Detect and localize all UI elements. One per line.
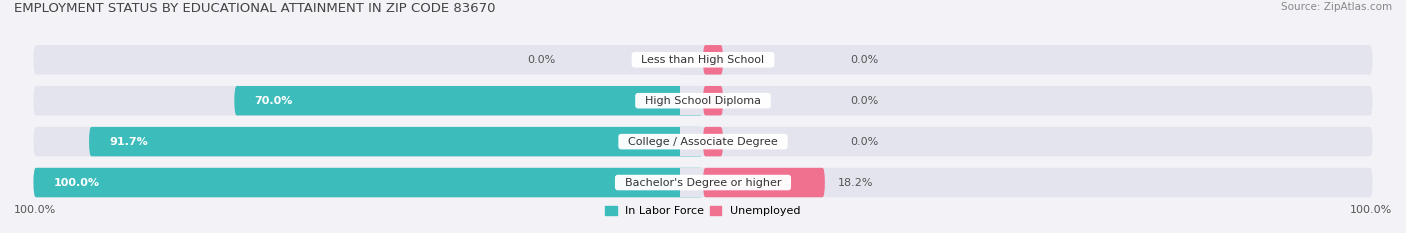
FancyBboxPatch shape <box>679 127 703 156</box>
FancyBboxPatch shape <box>679 86 703 115</box>
FancyBboxPatch shape <box>34 168 703 197</box>
Text: 100.0%: 100.0% <box>14 205 56 215</box>
FancyBboxPatch shape <box>679 45 703 75</box>
Text: High School Diploma: High School Diploma <box>638 96 768 106</box>
Text: EMPLOYMENT STATUS BY EDUCATIONAL ATTAINMENT IN ZIP CODE 83670: EMPLOYMENT STATUS BY EDUCATIONAL ATTAINM… <box>14 2 495 15</box>
Text: 0.0%: 0.0% <box>851 96 879 106</box>
Text: 0.0%: 0.0% <box>851 137 879 147</box>
Text: 91.7%: 91.7% <box>110 137 148 147</box>
FancyBboxPatch shape <box>34 45 1372 75</box>
Text: 70.0%: 70.0% <box>254 96 292 106</box>
FancyBboxPatch shape <box>703 86 723 115</box>
FancyBboxPatch shape <box>703 127 723 156</box>
FancyBboxPatch shape <box>703 168 727 197</box>
Text: 100.0%: 100.0% <box>53 178 100 188</box>
Text: 100.0%: 100.0% <box>1350 205 1392 215</box>
Text: Source: ZipAtlas.com: Source: ZipAtlas.com <box>1281 2 1392 12</box>
FancyBboxPatch shape <box>683 45 703 75</box>
FancyBboxPatch shape <box>703 168 825 197</box>
FancyBboxPatch shape <box>34 168 1372 197</box>
FancyBboxPatch shape <box>679 168 703 197</box>
Text: Less than High School: Less than High School <box>634 55 772 65</box>
Text: 18.2%: 18.2% <box>838 178 873 188</box>
FancyBboxPatch shape <box>34 127 1372 156</box>
FancyBboxPatch shape <box>703 45 727 75</box>
FancyBboxPatch shape <box>703 86 727 115</box>
FancyBboxPatch shape <box>703 127 727 156</box>
FancyBboxPatch shape <box>34 86 1372 115</box>
Text: College / Associate Degree: College / Associate Degree <box>621 137 785 147</box>
Legend: In Labor Force, Unemployed: In Labor Force, Unemployed <box>606 206 800 216</box>
FancyBboxPatch shape <box>89 127 703 156</box>
FancyBboxPatch shape <box>703 45 723 75</box>
Text: 0.0%: 0.0% <box>527 55 555 65</box>
Text: Bachelor's Degree or higher: Bachelor's Degree or higher <box>617 178 789 188</box>
FancyBboxPatch shape <box>235 86 703 115</box>
Text: 0.0%: 0.0% <box>851 55 879 65</box>
